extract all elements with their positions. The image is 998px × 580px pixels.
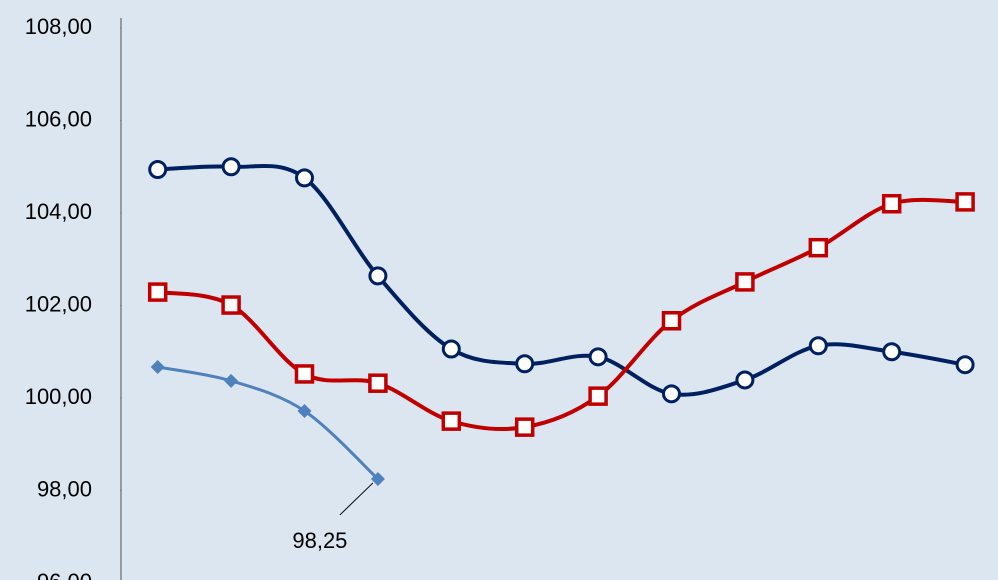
marker <box>735 272 755 292</box>
marker <box>882 342 902 362</box>
data-label: 98,25 <box>292 528 347 553</box>
y-tick-label: 102,00 <box>25 291 92 316</box>
y-tick-label: 96,00 <box>37 569 92 580</box>
marker <box>370 471 385 486</box>
marker <box>588 386 608 406</box>
marker <box>221 157 241 177</box>
marker <box>514 417 535 437</box>
marker <box>294 364 315 384</box>
marker <box>662 384 681 404</box>
marker <box>441 411 462 431</box>
y-tick-label: 104,00 <box>25 199 92 224</box>
leader-line <box>339 482 374 516</box>
marker <box>955 355 975 375</box>
marker <box>735 370 755 390</box>
marker <box>368 373 388 393</box>
marker <box>295 168 314 188</box>
marker <box>661 311 682 331</box>
y-tick-label: 98,00 <box>37 476 92 501</box>
y-tick-label: 106,00 <box>25 106 92 131</box>
series-line <box>157 365 379 481</box>
y-tick-label: 100,00 <box>25 384 92 409</box>
marker <box>150 360 165 375</box>
marker <box>441 339 461 359</box>
marker <box>515 354 535 374</box>
marker <box>588 347 608 367</box>
marker <box>955 192 975 212</box>
series-line <box>157 197 966 432</box>
marker <box>147 282 168 302</box>
marker <box>368 266 388 286</box>
marker <box>881 194 902 214</box>
marker <box>224 373 239 388</box>
series-line <box>157 163 966 397</box>
marker <box>148 160 168 180</box>
marker <box>221 295 241 315</box>
marker <box>808 237 829 258</box>
marker <box>808 336 828 356</box>
marker <box>297 403 312 418</box>
y-tick-label: 108,00 <box>25 14 92 39</box>
